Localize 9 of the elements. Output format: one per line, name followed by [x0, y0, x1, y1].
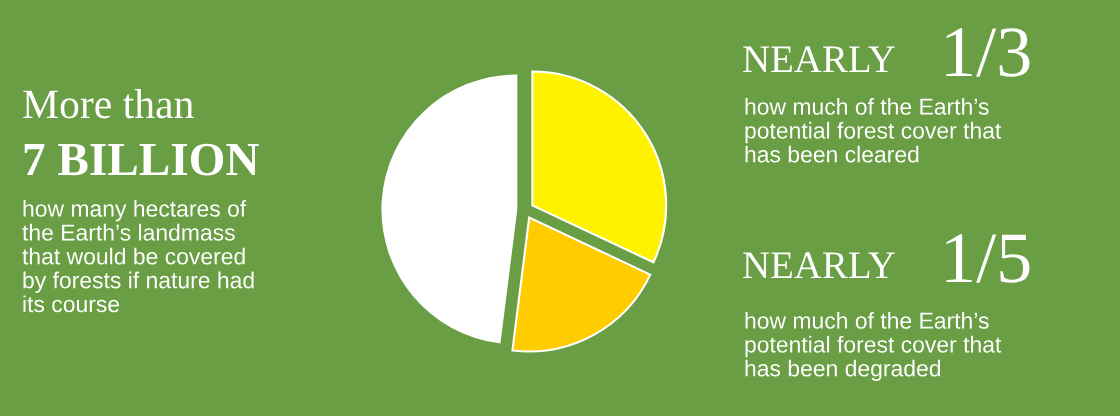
text: More than [23, 89, 194, 119]
text: 7 BILLION [24, 143, 259, 176]
text: 1/5 [946, 234, 1030, 283]
text: how much of the Earth’s potential forest cover that has been degraded [745, 312, 1002, 382]
text: NEARLY [743, 46, 895, 72]
text: 1/3 [946, 28, 1030, 77]
text: NEARLY [743, 252, 895, 278]
text: how many hectares of the Earth’s landmass that would be covered by forests if nature had its course [22, 200, 254, 313]
text: how much of the Earth’s potential forest cover that has been cleared [745, 98, 1002, 163]
